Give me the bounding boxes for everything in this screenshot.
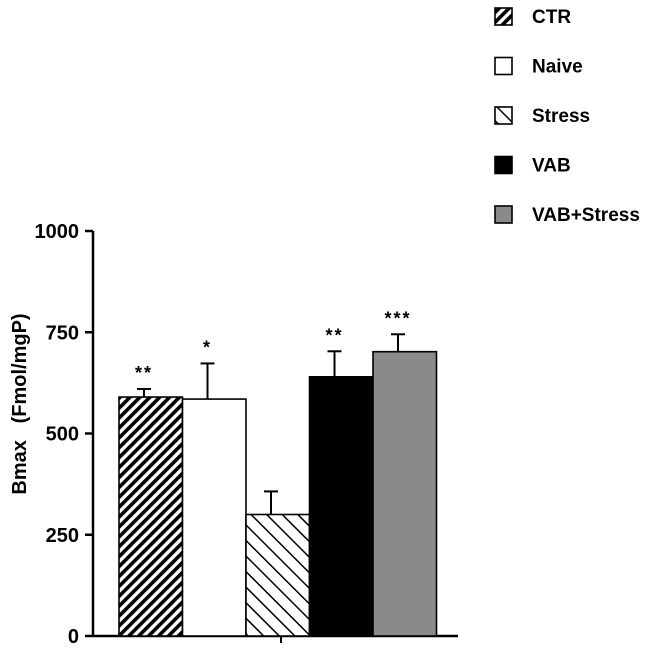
y-tick-label: 250 (46, 525, 79, 547)
legend-item-stress: Stress (494, 106, 590, 127)
significance-label-vab: ** (325, 325, 343, 345)
y-tick-label: 500 (46, 424, 79, 446)
legend-item-naive: Naive (494, 56, 583, 78)
error-bar-vab-stress (391, 333, 405, 352)
legend-label-vab: VAB (532, 156, 571, 177)
significance-label-ctr: ** (135, 363, 153, 383)
bar-vab-stress (372, 350, 438, 637)
legend: CTR Naive Stress VAB VAB+Stress (494, 7, 640, 226)
significance-label-naive: * (203, 337, 212, 357)
y-tick-label: 0 (68, 626, 79, 648)
legend-swatch-vab-stress (494, 205, 513, 224)
legend-swatch-naive (494, 56, 513, 76)
legend-swatch-ctr (494, 7, 513, 26)
legend-label-ctr: CTR (532, 7, 571, 28)
error-bar-naive (200, 362, 215, 400)
legend-label-vab-stress: VAB+Stress (532, 205, 640, 226)
legend-label-naive: Naive (532, 57, 583, 78)
y-tick-label: 1000 (35, 221, 80, 243)
legend-swatch-stress (494, 106, 513, 125)
legend-item-vab: VAB (494, 155, 571, 177)
significance-label-vab-stress: *** (384, 308, 411, 328)
bars: ******** (118, 308, 438, 637)
y-tick-label: 750 (46, 322, 79, 344)
error-bar-stress (264, 490, 278, 515)
legend-swatch-vab (494, 155, 513, 175)
error-bar-ctr (137, 387, 151, 398)
bar-vab (308, 375, 374, 637)
legend-item-vab-stress: VAB+Stress (494, 205, 640, 226)
legend-item-ctr: CTR (494, 7, 571, 28)
bar-naive (181, 398, 247, 637)
y-axis-label: Bmax (Fmol/mgP) (9, 313, 31, 494)
error-bar-vab (327, 350, 342, 377)
bar-ctr (118, 396, 184, 637)
legend-label-stress: Stress (532, 106, 590, 127)
y-ticks: 0 250 500 750 1000 (35, 221, 93, 648)
bar-stress (245, 513, 311, 637)
